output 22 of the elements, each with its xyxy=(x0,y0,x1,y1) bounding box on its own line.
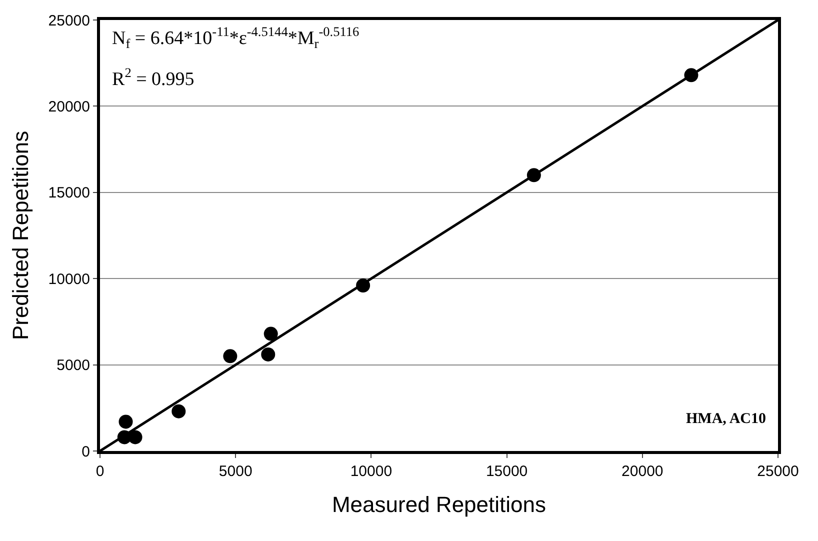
x-tick-label: 15000 xyxy=(486,463,528,480)
y-tick-label: 10000 xyxy=(48,270,90,288)
point xyxy=(128,430,142,444)
y-axis-title: Predicted Repetitions xyxy=(8,130,34,340)
y-tick-label: 15000 xyxy=(48,184,90,202)
point xyxy=(118,414,133,429)
x-tick-label: 20000 xyxy=(622,463,664,480)
x-tick-label: 5000 xyxy=(218,463,252,480)
y-tick-label: 0 xyxy=(82,443,90,460)
x-tick-label: 25000 xyxy=(757,463,799,480)
y-tick-label: 20000 xyxy=(48,98,90,116)
point xyxy=(264,326,278,341)
x-axis-title: Measured Repetitions xyxy=(332,492,546,517)
x-tick-label: 10000 xyxy=(350,463,392,480)
y-tick-label: 5000 xyxy=(56,357,90,374)
point xyxy=(261,347,276,362)
annotation: R$^{2}$ = 0.995 xyxy=(112,65,194,90)
point xyxy=(172,404,186,418)
point xyxy=(223,349,238,364)
y-tick-label: 25000 xyxy=(48,12,90,30)
annotation: HMA, AC10 xyxy=(686,411,766,427)
x-tick-label: 0 xyxy=(96,463,104,480)
